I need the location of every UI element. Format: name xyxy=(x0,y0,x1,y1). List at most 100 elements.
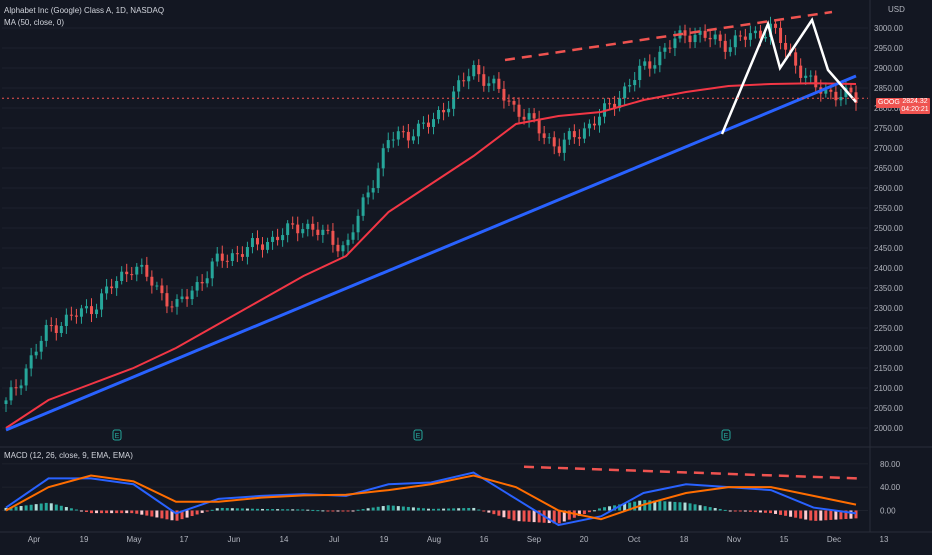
macd-histogram-bar xyxy=(663,501,667,511)
candle-body xyxy=(628,85,632,87)
candle-body xyxy=(784,42,788,50)
last-price-tag: 2824.32 04:20:21 xyxy=(900,98,930,114)
time-tick-label: 19 xyxy=(380,535,389,544)
macd-histogram-bar xyxy=(477,509,481,511)
macd-histogram-bar xyxy=(758,510,762,513)
candle-body xyxy=(336,244,340,252)
macd-histogram-bar xyxy=(839,510,843,520)
candle-body xyxy=(321,229,325,235)
macd-histogram-bar xyxy=(718,508,722,511)
chart-title-legend: Alphabet Inc (Google) Class A, 1D, NASDA… xyxy=(4,6,165,15)
candle-body xyxy=(296,224,300,234)
candle-body xyxy=(512,101,516,105)
price-tick-label: 2200.00 xyxy=(874,344,903,353)
candle-body xyxy=(648,61,652,69)
candle-body xyxy=(592,123,596,126)
macd-histogram-bar xyxy=(753,510,757,513)
macd-histogram-bar xyxy=(653,500,657,511)
candle-body xyxy=(738,35,742,37)
macd-histogram-bar xyxy=(39,503,43,511)
candle-body xyxy=(794,52,798,66)
macd-histogram-bar xyxy=(175,510,179,521)
candle-body xyxy=(577,137,581,139)
macd-histogram-bar xyxy=(723,509,727,511)
macd-histogram-bar xyxy=(698,505,702,511)
candle-body xyxy=(286,223,290,236)
ma-legend: MA (50, close, 0) xyxy=(4,18,65,27)
candle-body xyxy=(205,278,209,284)
candle-body xyxy=(381,148,385,169)
time-tick-label: 20 xyxy=(580,535,589,544)
macd-histogram-bar xyxy=(64,507,68,511)
macd-histogram-bar xyxy=(406,506,410,511)
candle-body xyxy=(125,271,129,275)
macd-histogram-bar xyxy=(341,510,345,512)
macd-histogram-bar xyxy=(517,510,521,522)
macd-histogram-bar xyxy=(784,510,788,516)
macd-histogram-bar xyxy=(59,505,63,511)
macd-histogram-bar xyxy=(105,510,109,514)
time-tick-label: Dec xyxy=(827,535,841,544)
candle-body xyxy=(688,35,692,43)
time-tick-label: Jul xyxy=(329,535,339,544)
earnings-marker xyxy=(721,429,731,441)
ma-50-line xyxy=(5,82,857,429)
macd-histogram-bar xyxy=(386,505,390,511)
macd-histogram-bar xyxy=(266,509,270,511)
symbol-tag: GOOGL xyxy=(876,98,906,108)
last-price-value: 2824.32 xyxy=(902,98,928,105)
macd-histogram-bar xyxy=(668,501,672,511)
candle-body xyxy=(326,229,330,231)
candle-body xyxy=(532,113,536,119)
double-top-pattern xyxy=(720,17,857,135)
candle-body xyxy=(14,387,18,389)
candle-body xyxy=(517,104,521,117)
macd-histogram-bar xyxy=(728,510,732,512)
candle-body xyxy=(743,36,747,40)
macd-histogram-bar xyxy=(205,510,209,512)
candle-body xyxy=(225,260,229,262)
macd-histogram-bar xyxy=(849,510,853,519)
macd-histogram-bar xyxy=(90,510,94,514)
macd-histogram-bar xyxy=(582,510,586,515)
macd-histogram-bar xyxy=(361,509,365,511)
candle-body xyxy=(396,131,400,140)
candle-body xyxy=(416,123,420,137)
candle-body xyxy=(537,118,541,134)
time-tick-label: 14 xyxy=(280,535,289,544)
candle-body xyxy=(849,87,853,93)
macd-histogram-bar xyxy=(371,507,375,511)
macd-histogram-bar xyxy=(522,510,526,522)
candle-body xyxy=(69,314,73,316)
candle-body xyxy=(839,96,843,101)
candle-body xyxy=(175,299,179,307)
candle-body xyxy=(54,325,58,333)
candle-body xyxy=(170,306,174,308)
candle-body xyxy=(447,108,451,113)
macd-histogram-bar xyxy=(220,507,224,511)
macd-histogram-bar xyxy=(381,506,385,511)
candle-body xyxy=(824,89,828,94)
candle-body xyxy=(733,35,737,48)
macd-histogram-bar xyxy=(326,510,330,512)
macd-histogram-bar xyxy=(49,503,53,511)
candle-body xyxy=(703,30,707,38)
macd-histogram-bar xyxy=(301,509,305,511)
macd-histogram-bar xyxy=(421,508,425,511)
candle-body xyxy=(346,239,350,246)
price-tick-label: 2050.00 xyxy=(874,404,903,413)
candle-body xyxy=(763,36,767,39)
candle-body xyxy=(180,296,184,300)
price-tick-label: 2100.00 xyxy=(874,384,903,393)
candle-body xyxy=(457,80,461,92)
candle-body xyxy=(663,47,667,52)
rising-trendline xyxy=(5,74,857,432)
macd-histogram-bar xyxy=(628,502,632,511)
candle-body xyxy=(683,30,687,36)
candle-body xyxy=(115,281,119,289)
candle-body xyxy=(306,223,310,230)
macd-tick-label: 40.00 xyxy=(880,483,901,492)
macd-histogram-bar xyxy=(125,510,129,514)
